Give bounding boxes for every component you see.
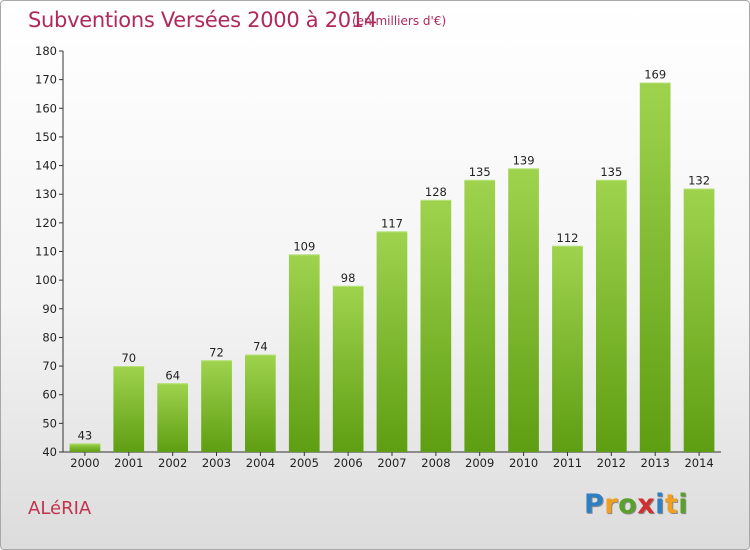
value-label-2006: 98 — [341, 271, 356, 285]
chart-bars — [69, 82, 715, 452]
bar-2003 — [201, 360, 232, 452]
bar-2004 — [245, 354, 276, 452]
y-tick-label: 40 — [42, 445, 57, 459]
y-tick-label: 90 — [42, 302, 57, 316]
x-tick-label-2009: 2009 — [465, 456, 494, 470]
bar-2011 — [552, 245, 583, 452]
chart-title: Subventions Versées 2000 à 2014 — [28, 8, 377, 32]
bar-2006 — [332, 285, 364, 452]
x-tick-label-2010: 2010 — [509, 456, 538, 470]
proxiti-logo: Proxiti — [584, 489, 688, 520]
logo-letter: t — [664, 489, 679, 520]
logo-letter: x — [637, 489, 656, 520]
logo-letter: r — [604, 489, 619, 520]
bar-2014 — [683, 188, 715, 452]
value-label-2008: 128 — [425, 185, 447, 199]
y-tick-label: 130 — [35, 187, 57, 201]
value-label-2011: 112 — [557, 231, 579, 245]
value-label-2010: 139 — [513, 153, 535, 167]
x-tick-label-2005: 2005 — [290, 456, 319, 470]
y-tick-label: 180 — [35, 44, 57, 58]
value-label-2005: 109 — [293, 239, 315, 253]
y-tick-label: 80 — [42, 330, 57, 344]
bar-2005 — [288, 254, 320, 452]
value-label-2013: 169 — [644, 68, 666, 82]
x-tick-label-2007: 2007 — [377, 456, 406, 470]
y-tick-label: 140 — [35, 159, 57, 173]
bar-2002 — [157, 383, 188, 452]
value-label-2002: 64 — [165, 368, 180, 382]
y-tick-label: 100 — [35, 273, 57, 287]
bar-2013 — [639, 82, 671, 452]
y-tick-label: 170 — [35, 73, 57, 87]
x-tick-label-2001: 2001 — [114, 456, 143, 470]
x-tick-label-2014: 2014 — [684, 456, 713, 470]
chart-unit-note: (en milliers d'€) — [352, 14, 447, 28]
y-tick-label: 160 — [35, 101, 57, 115]
logo-letter: o — [618, 489, 638, 520]
bar-2012 — [596, 179, 627, 452]
chart-axes: 40 50 60 70 80 90 100 110 120 130 140 150 160 170 180 — [35, 44, 721, 459]
value-label-2003: 72 — [209, 345, 224, 359]
x-tick-label-2006: 2006 — [333, 456, 362, 470]
bar-2010 — [508, 168, 539, 452]
value-label-2012: 135 — [600, 165, 622, 179]
x-tick-label-2003: 2003 — [202, 456, 231, 470]
x-tick-label-2000: 2000 — [70, 456, 99, 470]
x-tick-label-2013: 2013 — [641, 456, 670, 470]
y-tick-label: 60 — [42, 388, 57, 402]
logo-letter: P — [584, 489, 605, 520]
x-tick-label-2002: 2002 — [158, 456, 187, 470]
value-label-2000: 43 — [78, 428, 93, 442]
bar-2008 — [420, 199, 452, 452]
y-tick-label: 150 — [35, 130, 57, 144]
logo-letter: i — [678, 489, 689, 520]
bar-2000 — [69, 443, 101, 452]
value-label-2009: 135 — [469, 165, 491, 179]
logo-letter: i — [655, 489, 665, 520]
y-tick-label: 120 — [35, 216, 57, 230]
x-tick-label-2008: 2008 — [421, 456, 450, 470]
x-tick-label-2011: 2011 — [553, 456, 582, 470]
y-tick-label: 70 — [42, 359, 57, 373]
bar-2001 — [113, 366, 145, 452]
x-tick-label-2012: 2012 — [597, 456, 626, 470]
y-tick-label: 50 — [42, 416, 57, 430]
y-tick-label: 110 — [35, 245, 57, 259]
place-name: ALéRIA — [28, 498, 92, 519]
value-label-2007: 117 — [381, 216, 403, 230]
value-label-2001: 70 — [121, 351, 136, 365]
chart-labels: 43 2000 70 2001 64 2002 72 2003 74 2004 109 2005 98 2… — [70, 68, 713, 471]
bar-2009 — [464, 179, 496, 452]
x-tick-label-2004: 2004 — [246, 456, 275, 470]
value-label-2014: 132 — [688, 174, 710, 188]
value-label-2004: 74 — [253, 340, 268, 354]
bar-2007 — [376, 231, 408, 452]
